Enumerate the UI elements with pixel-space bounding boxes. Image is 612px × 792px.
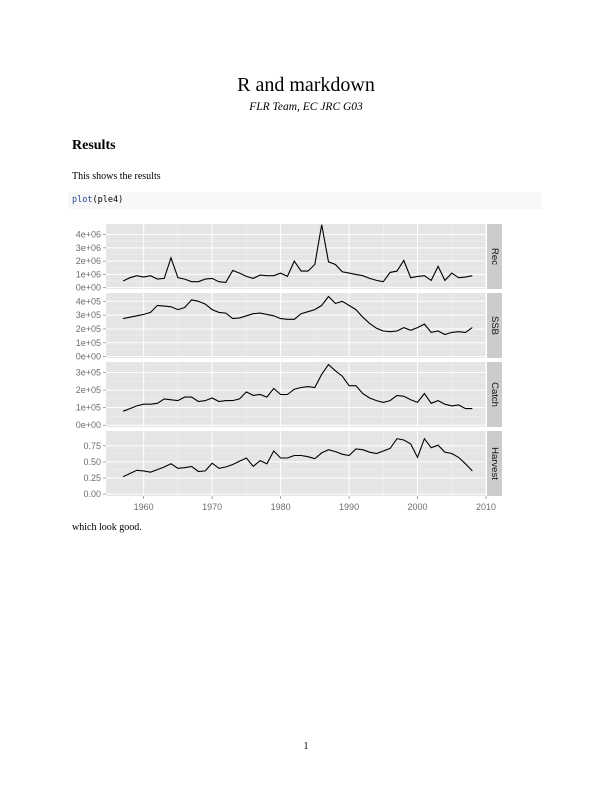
- y-tick-label-harvest: 0.00: [83, 489, 101, 499]
- y-tick-label-catch: 3e+05: [76, 368, 101, 378]
- y-tick-label-rec: 4e+06: [76, 230, 101, 240]
- section-heading: Results: [72, 138, 116, 153]
- facet-strip-ssb: [487, 293, 502, 358]
- code-argument: ple4: [97, 195, 119, 205]
- facet-strip-label-catch: Catch: [489, 382, 500, 407]
- page-number: 1: [303, 741, 309, 752]
- x-tick-label: 1990: [339, 502, 359, 512]
- series-line-harvest: [122, 437, 473, 478]
- code-function: plot: [72, 195, 93, 205]
- series-line-catch: [122, 363, 473, 412]
- y-tick-label-rec: 0e+00: [76, 283, 101, 293]
- x-tick-label: 1960: [134, 502, 154, 512]
- outro-paragraph: which look good.: [72, 522, 142, 533]
- facet-strip-rec: [487, 224, 502, 289]
- series-line-rec: [122, 224, 473, 283]
- code-open-paren: (: [92, 195, 98, 205]
- code-close-paren: ): [118, 195, 124, 205]
- y-tick-label-catch: 1e+05: [76, 403, 101, 413]
- y-tick-label-ssb: 0e+00: [76, 352, 101, 362]
- y-tick-label-rec: 2e+06: [76, 256, 101, 266]
- y-tick-label-ssb: 2e+05: [76, 324, 101, 334]
- series-line-ssb: [122, 295, 473, 336]
- x-tick-label: 2000: [408, 502, 428, 512]
- code-block: plot(ple4): [68, 192, 542, 209]
- x-tick-label: 1980: [271, 502, 291, 512]
- panel-background-ssb: [106, 293, 486, 358]
- y-tick-label-ssb: 4e+05: [76, 296, 101, 306]
- facet-strip-harvest: [487, 431, 502, 496]
- intro-paragraph: This shows the results: [72, 171, 161, 182]
- x-tick-label: 2010: [476, 502, 496, 512]
- y-tick-label-harvest: 0.25: [83, 473, 101, 483]
- x-tick-label: 1970: [202, 502, 222, 512]
- y-tick-label-catch: 2e+05: [76, 385, 101, 395]
- y-tick-label-harvest: 0.50: [83, 457, 101, 467]
- y-tick-label-rec: 3e+06: [76, 243, 101, 253]
- document-title: R and markdown: [237, 74, 375, 96]
- y-tick-label-ssb: 3e+05: [76, 310, 101, 320]
- facet-strip-label-ssb: SSB: [489, 316, 500, 335]
- panel-background-catch: [106, 362, 486, 427]
- y-tick-label-harvest: 0.75: [83, 441, 101, 451]
- y-tick-label-ssb: 1e+05: [76, 338, 101, 348]
- facet-strip-label-harvest: Harvest: [489, 447, 500, 480]
- y-tick-label-rec: 1e+06: [76, 269, 101, 279]
- facet-strip-label-rec: Rec: [489, 248, 500, 265]
- facet-strip-catch: [487, 362, 502, 427]
- y-tick-label-catch: 0e+00: [76, 420, 101, 430]
- document-subtitle: FLR Team, EC JRC G03: [249, 101, 363, 113]
